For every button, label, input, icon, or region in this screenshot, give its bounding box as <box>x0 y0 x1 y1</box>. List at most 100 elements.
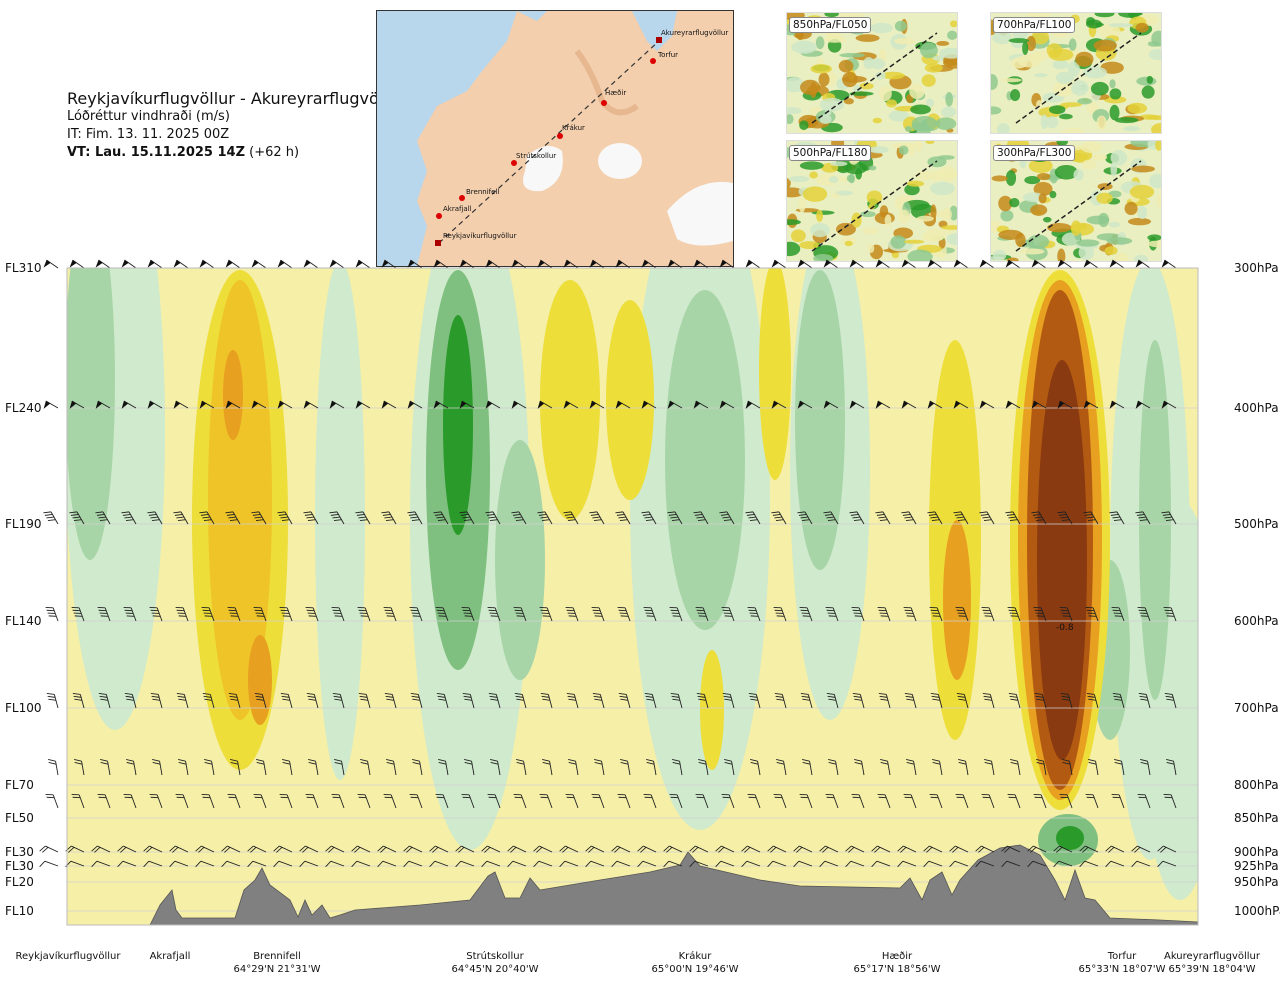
wind-barb <box>693 400 709 409</box>
wind-barb <box>930 692 943 709</box>
wind-barb <box>303 511 319 525</box>
wind-barb <box>403 845 423 853</box>
wind-barb <box>981 793 995 809</box>
inset-field-blob <box>1027 234 1050 249</box>
inset-field-blob <box>1046 43 1063 58</box>
inset-field-blob <box>1129 184 1155 199</box>
inset-field-blob <box>1109 79 1116 89</box>
field-yellow <box>759 268 791 480</box>
wind-barb <box>383 793 397 809</box>
wind-barb <box>845 860 865 868</box>
wind-barb <box>332 692 345 709</box>
wind-barb <box>771 259 787 269</box>
wind-barb <box>663 860 683 868</box>
inset-field-blob <box>1098 24 1121 39</box>
wind-barb <box>429 860 449 868</box>
right-axis-label: 950hPa <box>1234 875 1279 889</box>
wind-barb <box>1053 860 1073 868</box>
wind-barb <box>1060 692 1073 709</box>
wind-barb <box>953 400 969 409</box>
inset-field-blob <box>1134 254 1149 261</box>
wind-barb <box>69 511 85 525</box>
route-map: Akureyrarflugvöllur Torfur Hæðir Krákur … <box>376 10 734 267</box>
inset-field-blob <box>1034 73 1048 78</box>
wind-barb <box>875 511 891 525</box>
right-axis-label: 300hPa <box>1234 261 1279 275</box>
waypoint-marker-brennifell <box>459 195 465 201</box>
wind-barb <box>901 511 917 525</box>
inset-field-blob <box>1127 102 1148 114</box>
wind-barb <box>195 845 215 853</box>
wind-barb <box>74 759 85 776</box>
inset-field-blob <box>1024 175 1041 185</box>
wind-barb <box>927 511 943 525</box>
wind-barb <box>247 860 267 868</box>
wind-barb <box>689 845 709 853</box>
wind-barb <box>409 793 423 809</box>
inset-field-blob <box>872 117 882 124</box>
inset-field-blob <box>1103 96 1127 104</box>
wind-barb <box>724 759 735 776</box>
wind-barb <box>537 259 553 269</box>
inset-850hpa-field <box>787 13 957 133</box>
inset-field-blob <box>936 41 950 46</box>
wind-barb <box>273 860 293 868</box>
inset-field-blob <box>998 195 1013 212</box>
wind-barb <box>251 400 267 409</box>
wind-barb <box>904 692 917 709</box>
wind-barb <box>667 259 683 269</box>
wind-barb <box>1005 400 1021 409</box>
inset-field-blob <box>1108 23 1134 28</box>
inset-field-blob <box>787 107 802 115</box>
inset-field-blob <box>809 171 818 179</box>
wind-barb <box>741 845 761 853</box>
wind-barb <box>929 793 943 809</box>
wind-barb <box>173 400 189 409</box>
location-coord: 65°39'N 18°04'W <box>1168 964 1256 975</box>
wind-barb <box>537 400 553 409</box>
inset-field-blob <box>894 37 916 45</box>
inset-field-blob <box>1109 104 1120 121</box>
wind-barb <box>459 511 475 525</box>
wind-barb <box>797 511 813 525</box>
inset-field-blob <box>1141 85 1155 99</box>
wind-barb <box>897 845 917 853</box>
wind-barb <box>91 860 111 868</box>
wind-barb <box>351 860 371 868</box>
inset-field-blob <box>790 229 806 243</box>
wind-barb <box>975 860 995 868</box>
wind-barb <box>358 692 371 709</box>
location-name: Akureyrarflugvöllur <box>1163 951 1260 962</box>
inset-field-blob <box>940 225 957 230</box>
wind-barb <box>225 511 241 525</box>
wind-barb <box>199 400 215 409</box>
wind-barb <box>615 400 631 409</box>
waypoint-marker-akrafjall <box>436 213 442 219</box>
wind-barb <box>357 606 371 622</box>
wind-barb <box>877 793 891 809</box>
wind-barb <box>923 845 943 853</box>
wind-barb <box>325 845 345 853</box>
inset-field-blob <box>1151 123 1161 133</box>
wind-barb <box>799 793 813 809</box>
wind-barb <box>979 259 995 269</box>
inset-field-blob <box>1052 59 1069 70</box>
wind-barb <box>173 259 189 269</box>
wind-barb <box>643 793 657 809</box>
wind-barb <box>403 860 423 868</box>
inset-field-blob <box>1042 216 1052 223</box>
wind-barb <box>949 860 969 868</box>
wind-barb <box>91 845 111 853</box>
wind-barb <box>1161 511 1177 525</box>
inset-500hpa-field <box>787 141 957 261</box>
inset-field-blob <box>1080 141 1102 153</box>
wind-barb <box>45 606 59 622</box>
field-light-green <box>495 440 545 680</box>
inset-300hpa-field <box>991 141 1161 261</box>
location-name: Hæðir <box>881 951 913 962</box>
inset-route-line <box>811 32 938 124</box>
wind-barb <box>745 511 761 525</box>
wind-barb <box>641 400 657 409</box>
wind-barb <box>1164 692 1177 709</box>
